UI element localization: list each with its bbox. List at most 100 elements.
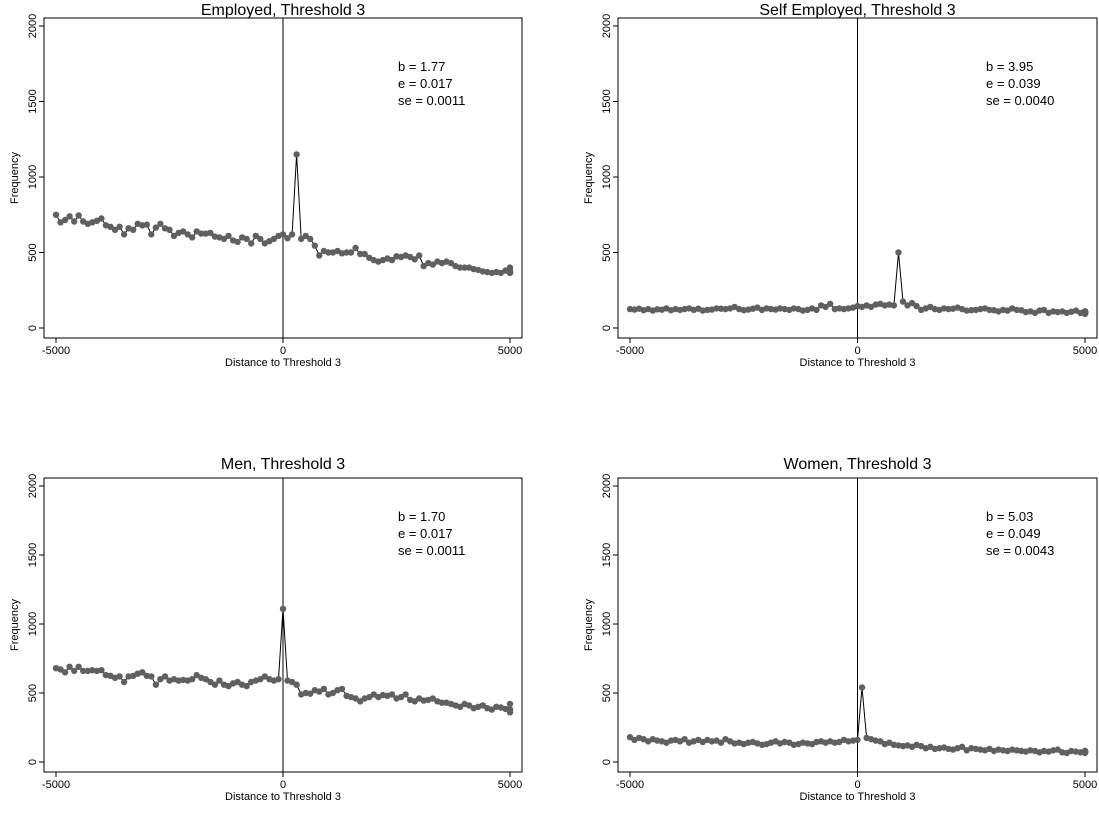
data-point — [120, 678, 128, 686]
data-point — [357, 250, 364, 258]
x-axis-label: Distance to Threshold 3 — [225, 357, 341, 369]
data-point — [284, 235, 291, 242]
data-point — [293, 151, 300, 158]
data-point — [61, 669, 69, 676]
data-point — [139, 669, 146, 676]
data-point — [717, 739, 725, 746]
annotation-line: b = 1.77 — [398, 59, 445, 74]
y-tick-label: 1000 — [27, 165, 39, 189]
data-point — [438, 699, 446, 706]
data-point — [361, 250, 368, 258]
data-point — [1081, 308, 1089, 316]
chart-title: Employed, Threshold 3 — [201, 2, 365, 19]
data-point — [958, 743, 966, 750]
annotation-line: se = 0.0011 — [398, 543, 465, 558]
x-tick-label: -5000 — [42, 779, 70, 791]
data-point — [189, 234, 196, 241]
x-tick-label: -5000 — [616, 779, 644, 791]
data-point — [252, 232, 259, 240]
data-point — [98, 667, 105, 674]
chart-panel-1: Employed, Threshold 3 0 500 1000 1500 2000 Fre… — [9, 2, 523, 369]
y-tick-label: 1500 — [27, 543, 39, 567]
data-point — [161, 673, 169, 680]
data-point — [488, 706, 495, 713]
data-point — [152, 224, 160, 231]
data-point — [416, 252, 423, 259]
data-point — [107, 223, 114, 230]
data-point — [506, 706, 514, 713]
data-point — [420, 262, 427, 270]
x-tick-label: 0 — [854, 779, 860, 791]
data-point — [111, 226, 119, 233]
chart-title: Men, Threshold 3 — [221, 456, 345, 473]
y-tick-label: 500 — [27, 684, 39, 702]
data-point — [98, 215, 105, 222]
y-tick-label: 2000 — [27, 14, 39, 38]
data-point — [143, 221, 150, 228]
data-point — [148, 673, 155, 680]
x-tick-label: 5000 — [498, 345, 522, 357]
data-point — [343, 249, 350, 256]
annotation-line: e = 0.049 — [986, 526, 1041, 541]
y-tick-label: 1500 — [27, 89, 39, 113]
data-point — [293, 681, 300, 688]
data-point — [325, 249, 332, 256]
data-point — [71, 667, 78, 675]
chart-panel-3: Men, Threshold 3 0 500 1000 1500 2000 Frequenc… — [9, 456, 523, 803]
data-point — [854, 736, 861, 744]
data-point — [288, 231, 296, 238]
data-point — [1081, 749, 1089, 756]
data-point — [261, 673, 268, 680]
data-point — [166, 226, 173, 233]
data-point — [211, 681, 219, 688]
x-axis-label: Distance to Threshold 3 — [800, 791, 916, 803]
data-point — [225, 232, 232, 240]
data-point — [447, 259, 455, 267]
data-point — [66, 663, 73, 670]
data-point — [80, 667, 87, 675]
x-tick-label: 0 — [280, 345, 286, 357]
data-point — [316, 252, 323, 259]
data-point — [220, 235, 228, 243]
y-tick-label: 1000 — [601, 612, 613, 636]
data-point — [1040, 306, 1048, 314]
data-point — [116, 673, 123, 680]
data-point — [148, 231, 155, 238]
data-point — [120, 231, 128, 238]
y-tick-label: 500 — [601, 684, 613, 702]
data-point — [216, 677, 223, 684]
data-point — [654, 306, 661, 313]
data-point — [298, 235, 305, 243]
data-point — [307, 235, 314, 243]
data-point — [429, 695, 436, 702]
data-point — [116, 223, 123, 230]
annotation-line: b = 3.95 — [986, 59, 1033, 74]
data-point — [465, 702, 473, 709]
data-point — [908, 299, 916, 307]
data-point — [279, 605, 287, 612]
y-tick-label: 0 — [601, 325, 613, 331]
annotation-line: b = 5.03 — [986, 509, 1033, 524]
y-tick-label: 500 — [27, 243, 39, 261]
data-point — [506, 264, 514, 271]
data-point — [890, 302, 898, 309]
data-point — [130, 226, 137, 233]
data-point — [352, 695, 359, 702]
annotation-line: e = 0.017 — [398, 526, 453, 541]
data-point — [913, 302, 920, 310]
annotation-line: e = 0.039 — [986, 76, 1041, 91]
data-point — [57, 666, 64, 673]
data-point — [71, 218, 78, 225]
x-tick-label: 5000 — [498, 779, 522, 791]
data-point — [202, 676, 209, 683]
data-point — [52, 211, 60, 218]
annotation-line: se = 0.0040 — [986, 93, 1054, 108]
data-point — [411, 256, 418, 263]
chart-title: Self Employed, Threshold 3 — [759, 2, 955, 19]
y-tick-label: 1000 — [27, 612, 39, 636]
chart-panel-4: Women, Threshold 3 0 500 1000 1500 2000 Freque… — [583, 456, 1098, 803]
data-point — [75, 663, 82, 670]
data-point — [963, 307, 970, 314]
annotation-line: se = 0.0043 — [986, 543, 1054, 558]
data-point — [858, 684, 866, 691]
